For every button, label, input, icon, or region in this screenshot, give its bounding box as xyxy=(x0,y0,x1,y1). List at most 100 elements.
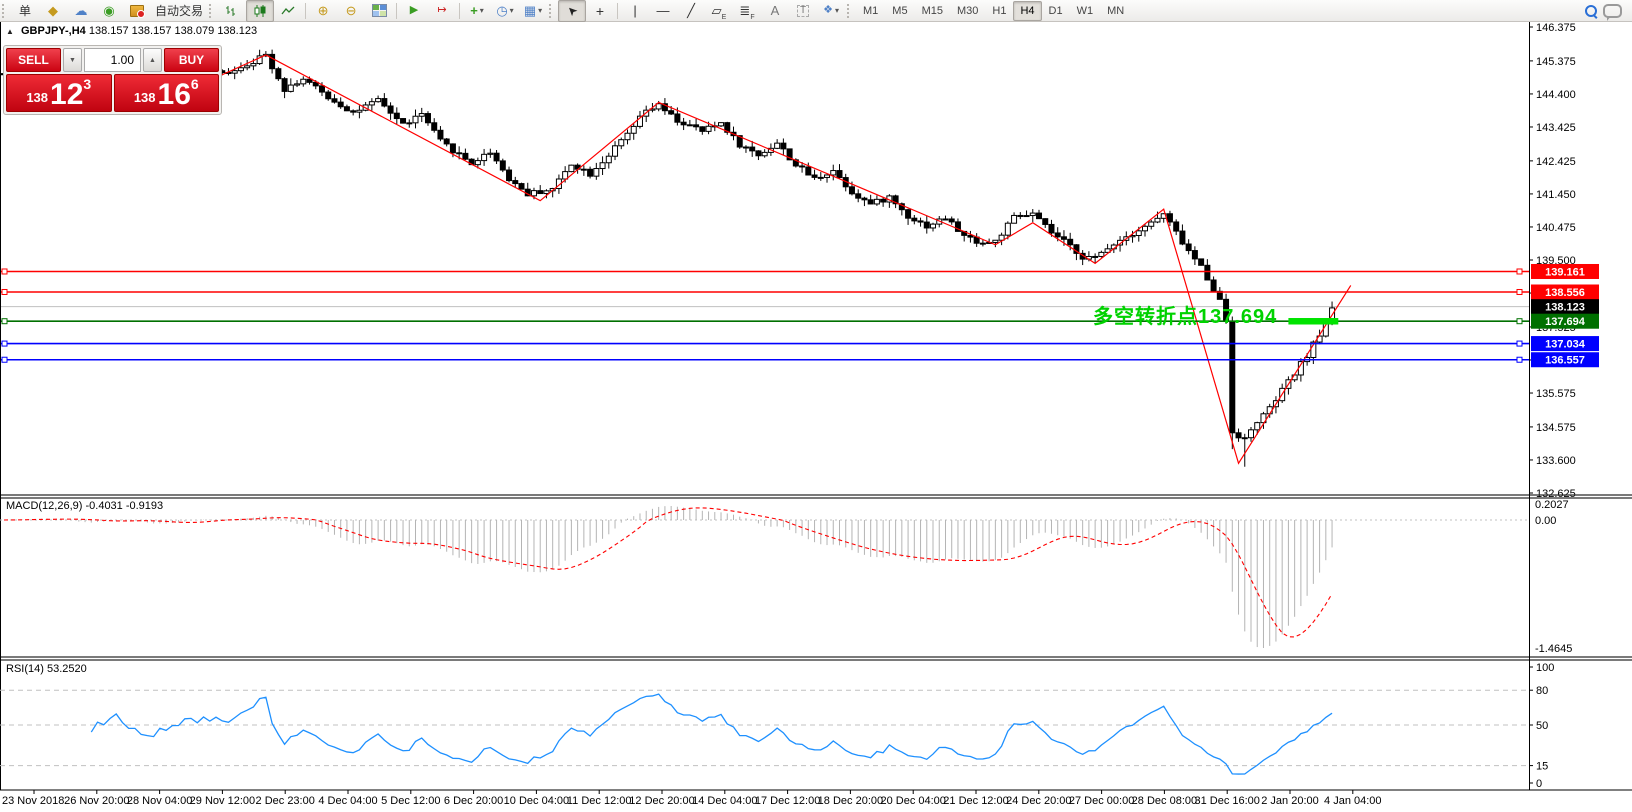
candle-body xyxy=(487,152,494,155)
candle-body xyxy=(836,170,843,179)
candle-body xyxy=(375,98,382,103)
candle-body xyxy=(325,91,332,100)
rsi-scale-label: 50 xyxy=(1536,720,1548,732)
tile-windows-button[interactable] xyxy=(365,0,393,22)
signals-button[interactable]: ◉ xyxy=(95,0,123,22)
line-handle[interactable] xyxy=(1516,288,1523,295)
line-handle[interactable] xyxy=(1,340,8,347)
autotrading-button[interactable]: 自动交易 xyxy=(151,0,207,22)
line-handle[interactable] xyxy=(1516,318,1523,325)
timeframe-M5[interactable]: M5 xyxy=(892,4,908,17)
line-handle[interactable] xyxy=(1516,340,1523,347)
candle-body xyxy=(668,110,675,115)
timeframe-M1[interactable]: M1 xyxy=(863,4,879,17)
indicators-button[interactable]: + ▾ xyxy=(463,0,491,22)
timeframe-D1[interactable]: D1 xyxy=(1048,4,1063,17)
auto-scroll-button[interactable]: ▶ xyxy=(400,0,428,22)
candle-body xyxy=(1011,214,1018,224)
search-icon[interactable] xyxy=(1585,4,1598,19)
buy-price-button[interactable]: 138 16 6 xyxy=(113,74,219,112)
toolbar-grip[interactable] xyxy=(2,3,7,18)
line-chart-mode-button[interactable] xyxy=(274,0,302,22)
pivot-annotation-text[interactable]: 多空转折点137.694 xyxy=(1093,306,1278,328)
new-chart-button[interactable]: ☁ xyxy=(67,0,95,22)
line-handle[interactable] xyxy=(1,268,8,275)
line-handle[interactable] xyxy=(1,318,8,325)
zoom-in-button[interactable]: ⊕ xyxy=(309,0,337,22)
line-handle[interactable] xyxy=(1516,268,1523,275)
buy-button[interactable]: BUY xyxy=(164,48,219,72)
line-handle[interactable] xyxy=(1,356,8,363)
chart-canvas[interactable]: 146.375 145.375 144.400 143.425 142.425 141.4… xyxy=(0,22,1632,812)
macd-indicator-label: MACD(12,26,9) -0.4031 -0.9193 xyxy=(6,500,163,512)
sell-price-sup: 3 xyxy=(83,76,92,92)
pivot-highlight-bar[interactable] xyxy=(1288,318,1339,325)
fibonacci-tool-button[interactable]: ≣ F xyxy=(733,0,761,22)
candle-body xyxy=(1142,225,1149,232)
chart-window[interactable]: 146.375 145.375 144.400 143.425 142.425 141.4… xyxy=(0,22,1632,812)
candlestick-mode-button[interactable] xyxy=(246,0,275,22)
templates-button[interactable]: ▦ ▾ xyxy=(519,0,547,22)
text-label-tool-button[interactable]: T xyxy=(789,0,817,22)
price-tick-label: 135.575 xyxy=(1536,388,1576,400)
line-handle[interactable] xyxy=(1,288,8,295)
metaeditor-button[interactable]: ◆ xyxy=(39,0,67,22)
trendline-tool-button[interactable]: ╱ xyxy=(677,0,705,22)
line-handle[interactable] xyxy=(1516,356,1523,363)
shapes-tool-button[interactable]: ❖ ▾ xyxy=(817,0,845,22)
sell-price-button[interactable]: 138 12 3 xyxy=(6,74,112,112)
candle-body xyxy=(699,126,706,132)
collapse-triangle-icon[interactable]: ▲ xyxy=(6,27,14,36)
time-label: 4 Dec 04:00 xyxy=(318,795,378,807)
volume-decrease-button[interactable]: ▼ xyxy=(63,48,82,72)
text-tool-button[interactable]: A xyxy=(761,0,789,22)
chat-icon[interactable] xyxy=(1603,3,1622,21)
candle-body xyxy=(412,115,419,124)
toolbar-grip[interactable] xyxy=(847,3,852,18)
periods-button[interactable]: ◷ ▾ xyxy=(491,0,519,22)
timeframe-MN[interactable]: MN xyxy=(1107,4,1125,17)
volume-increase-button[interactable]: ▲ xyxy=(143,48,162,72)
zigzag-line[interactable] xyxy=(190,54,1352,465)
text-label-icon: T xyxy=(796,4,810,17)
timeframe-H1[interactable]: H1 xyxy=(992,4,1007,17)
cursor-tool-button[interactable]: ➤ xyxy=(558,0,587,22)
macd-histogram xyxy=(9,506,1333,648)
bar-chart-mode-button[interactable] xyxy=(218,0,246,22)
new-order-button[interactable]: 单 xyxy=(11,0,39,22)
vertical-line-tool-button[interactable]: | xyxy=(621,0,649,22)
market-button[interactable] xyxy=(123,0,151,22)
toolbar-grip[interactable] xyxy=(549,3,554,18)
toolbar-grip[interactable] xyxy=(209,3,214,18)
candle-body xyxy=(1260,413,1267,424)
horizontal-line-tool-button[interactable]: — xyxy=(649,0,677,22)
timeframe-M15[interactable]: M15 xyxy=(921,4,943,17)
sell-button[interactable]: SELL xyxy=(6,48,61,72)
price-badge xyxy=(1531,299,1599,315)
time-label: 5 Dec 12:00 xyxy=(381,795,441,807)
price-badge-label: 137.694 xyxy=(1545,316,1586,328)
candle-body xyxy=(923,221,930,229)
price-tick-label: 144.400 xyxy=(1536,89,1576,101)
timeframe-H4[interactable]: H4 xyxy=(1013,0,1042,21)
candle-body xyxy=(630,125,637,134)
channel-tool-button[interactable]: ▱ E xyxy=(705,0,733,22)
candle-body xyxy=(742,146,749,149)
price-tick-label: 132.625 xyxy=(1536,488,1576,500)
candle-body xyxy=(530,190,537,197)
volume-input[interactable]: 1.00 xyxy=(84,48,141,72)
candle-body xyxy=(636,115,643,127)
horizontal-line-icon: — xyxy=(656,3,670,18)
tile-windows-icon xyxy=(371,4,387,17)
zoom-out-button[interactable]: ⊖ xyxy=(337,0,365,22)
candle-body xyxy=(599,162,606,170)
timeframe-M30[interactable]: M30 xyxy=(956,4,979,17)
price-tick-label: 143.425 xyxy=(1536,122,1576,134)
timeframe-W1[interactable]: W1 xyxy=(1076,4,1094,17)
crosshair-tool-button[interactable]: + xyxy=(586,0,614,22)
toolbar-separator xyxy=(459,2,461,19)
chart-shift-button[interactable]: ↦ xyxy=(428,0,456,22)
chevron-down-icon: ▾ xyxy=(538,6,543,15)
candle-body xyxy=(618,139,625,147)
candle-body xyxy=(418,113,425,117)
